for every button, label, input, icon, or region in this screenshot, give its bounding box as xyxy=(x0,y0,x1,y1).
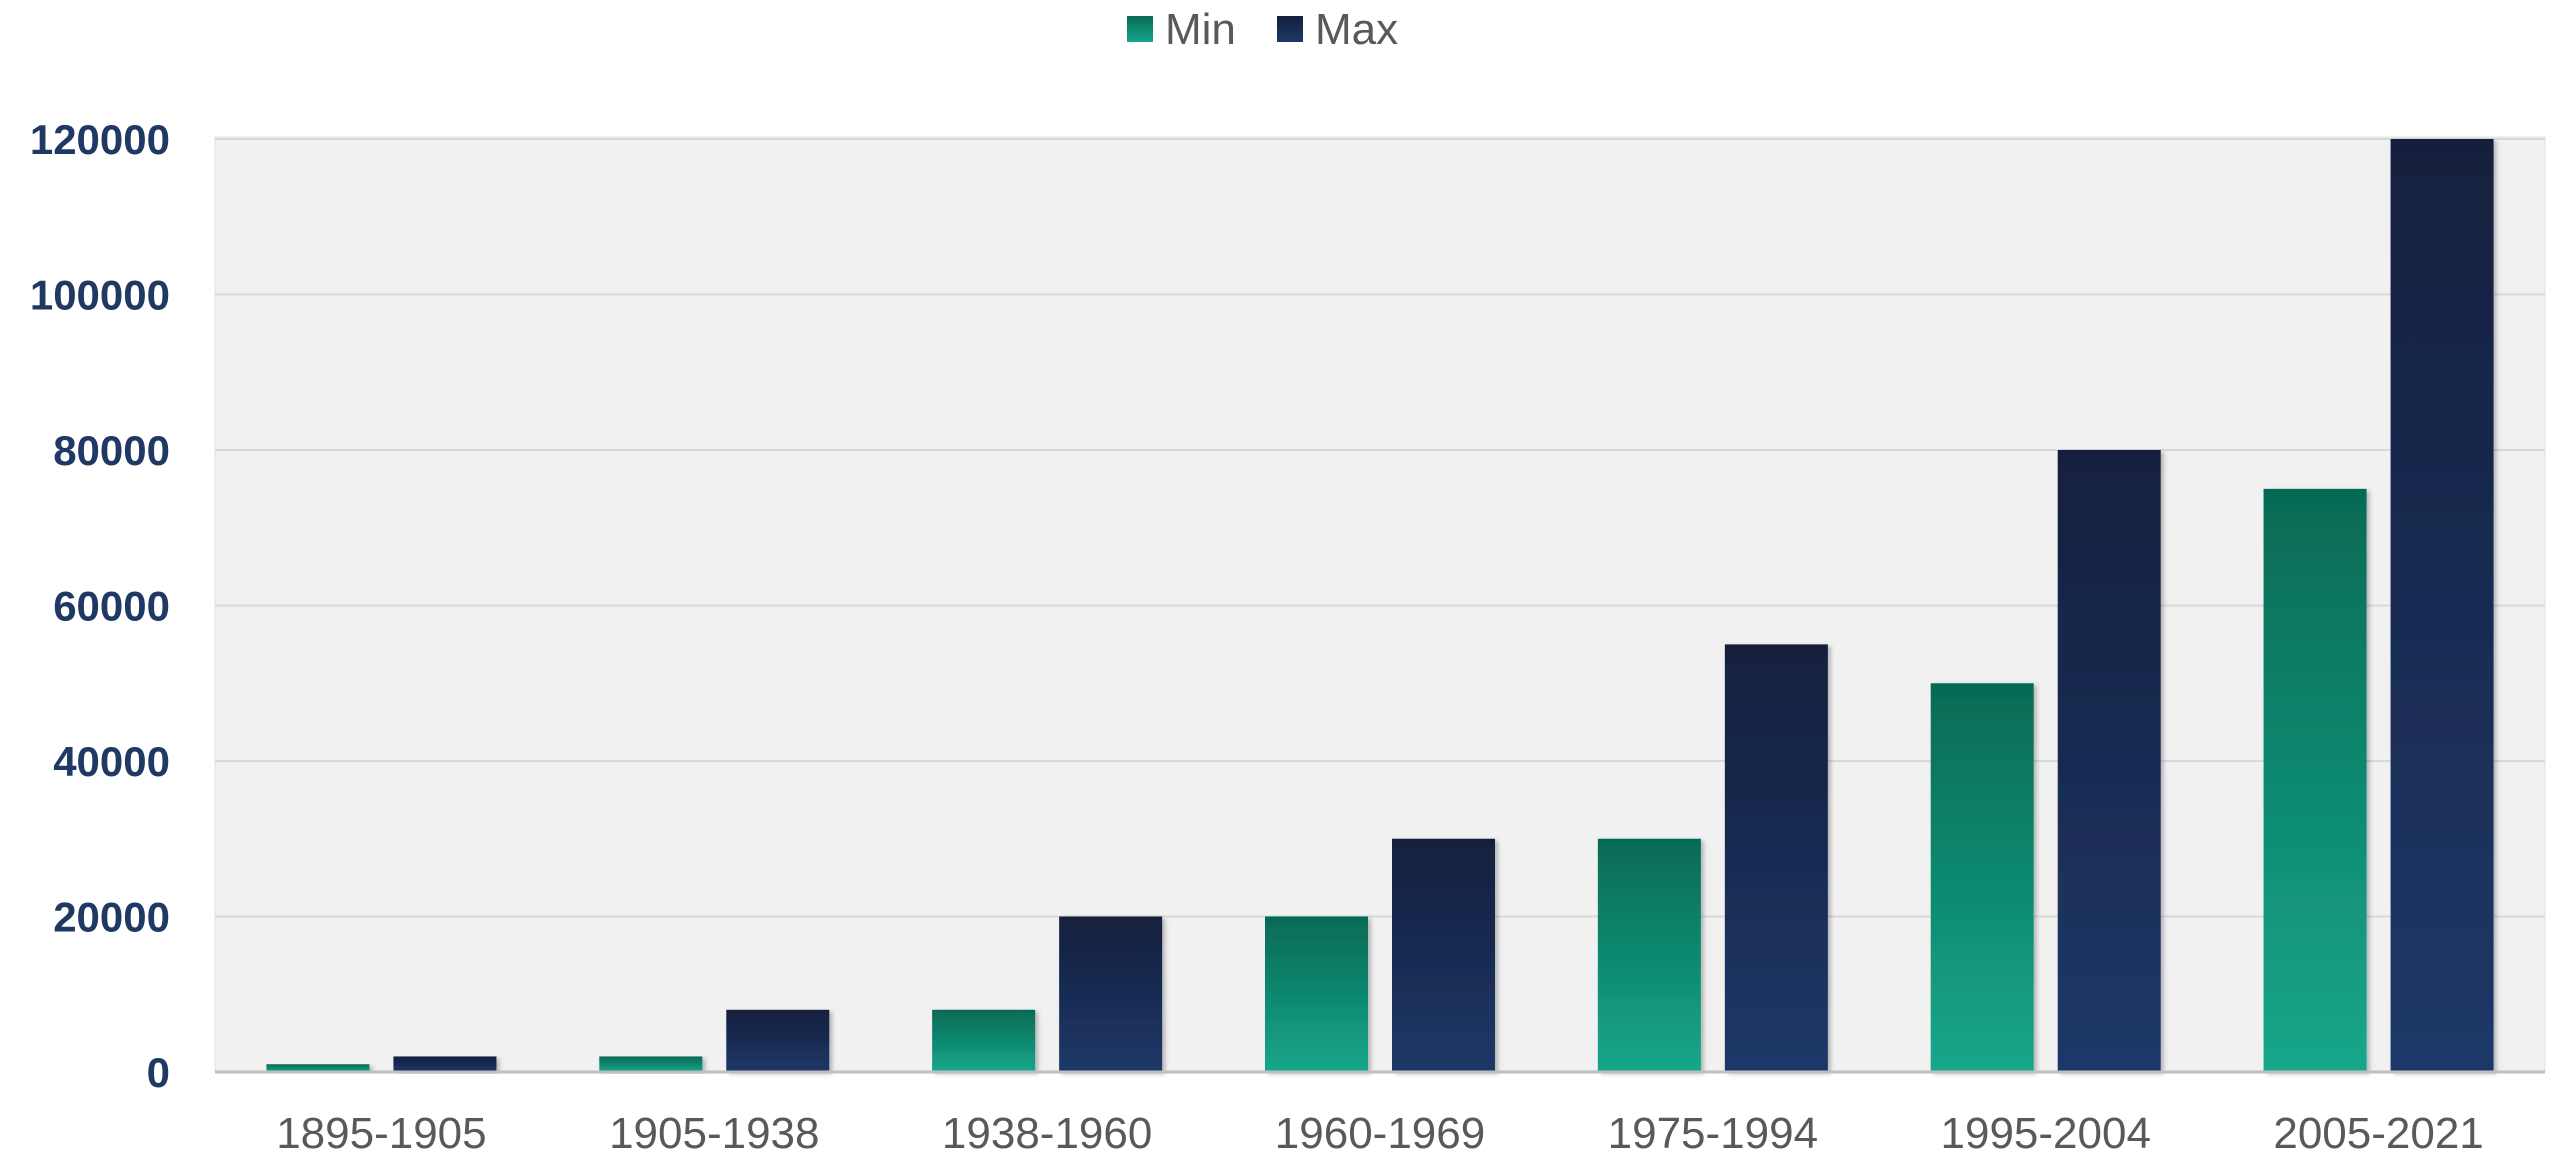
bar-max-1 xyxy=(393,1056,497,1072)
y-tick-label: 0 xyxy=(147,1049,170,1096)
x-tick-label: 1975-1994 xyxy=(1608,1109,1818,1157)
y-tick-label: 40000 xyxy=(53,738,170,785)
legend-label-max: Max xyxy=(1315,5,1398,54)
x-tick-label: 2005-2021 xyxy=(2273,1109,2483,1157)
bar-max-7 xyxy=(2390,139,2494,1072)
y-tick-label: 20000 xyxy=(53,894,170,941)
y-tick-label: 100000 xyxy=(30,272,170,319)
bars xyxy=(266,139,2494,1072)
y-tick-label: 120000 xyxy=(30,116,170,163)
bar-max-5 xyxy=(1724,644,1828,1072)
legend-label-min: Min xyxy=(1165,5,1236,54)
bar-min-6 xyxy=(1930,683,2034,1072)
y-axis-ticks: 0 20000 40000 60000 80000 100000 120000 xyxy=(30,116,170,1096)
legend-item-max: Max xyxy=(1277,5,1398,54)
bar-max-3 xyxy=(1059,916,1163,1072)
x-tick-label: 1905-1938 xyxy=(609,1109,819,1157)
bar-max-4 xyxy=(1392,838,1495,1072)
x-tick-label: 1995-2004 xyxy=(1941,1109,2151,1157)
bar-min-7 xyxy=(2263,488,2367,1072)
x-axis-ticks: 1895-1905 1905-1938 1938-1960 1960-1969 1975… xyxy=(276,1109,2484,1157)
legend-item-min: Min xyxy=(1127,5,1236,54)
bar-min-3 xyxy=(932,1009,1036,1072)
bar-min-4 xyxy=(1265,916,1368,1072)
legend-swatch-min xyxy=(1127,16,1153,42)
bar-min-5 xyxy=(1597,838,1701,1072)
x-tick-label: 1895-1905 xyxy=(276,1109,486,1157)
y-tick-label: 60000 xyxy=(53,583,170,630)
x-tick-label: 1938-1960 xyxy=(942,1109,1152,1157)
bar-min-1 xyxy=(266,1064,370,1072)
x-tick-label: 1960-1969 xyxy=(1275,1109,1485,1157)
legend: Min Max xyxy=(1127,5,1398,54)
y-tick-label: 80000 xyxy=(53,427,170,474)
bar-max-2 xyxy=(726,1009,830,1072)
bar-max-6 xyxy=(2057,450,2161,1072)
bar-min-2 xyxy=(599,1056,703,1072)
legend-swatch-max xyxy=(1277,16,1303,42)
